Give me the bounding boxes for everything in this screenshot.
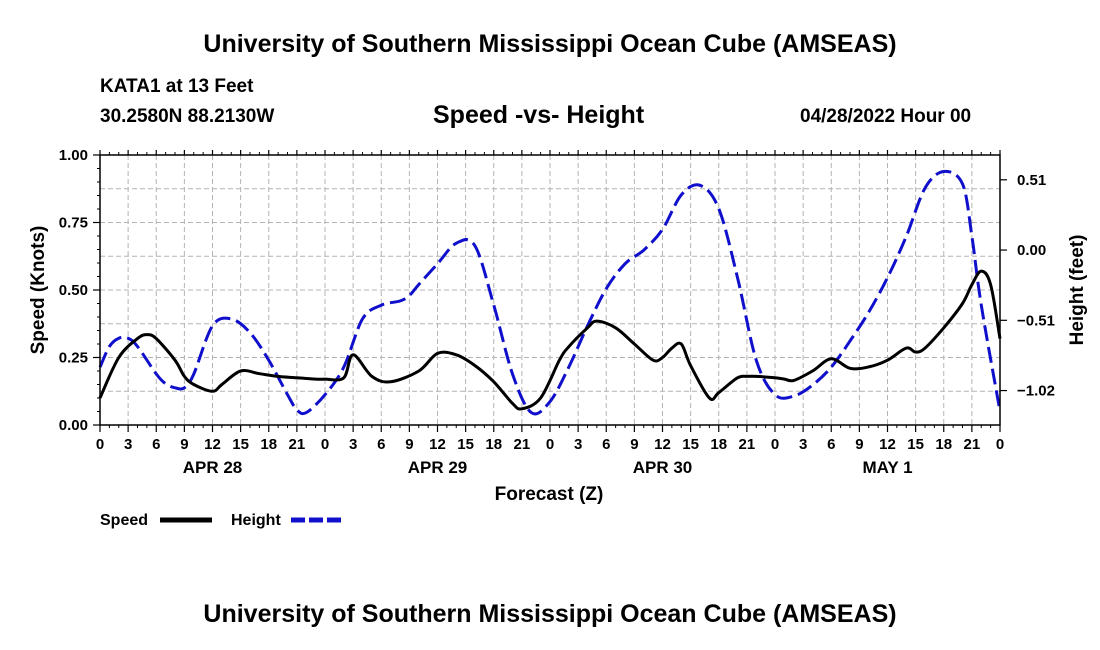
x-axis-label: Forecast (Z) xyxy=(495,484,604,505)
chart-bottom-title: University of Southern Mississippi Ocean… xyxy=(203,600,897,628)
y-axis-label-left: Speed (Knots) xyxy=(28,226,49,355)
x-tick-label: 18 xyxy=(260,436,277,453)
x-tick-label: 15 xyxy=(457,436,474,453)
x-tick-label: 12 xyxy=(654,436,671,453)
x-tick-label: 3 xyxy=(124,436,132,453)
day-label: APR 30 xyxy=(633,458,693,477)
x-tick-label: 9 xyxy=(405,436,413,453)
x-tick-label: 3 xyxy=(349,436,357,453)
y-tick-label-left: 0.50 xyxy=(59,282,88,299)
grid xyxy=(100,155,1000,425)
x-tick-label: 15 xyxy=(907,436,924,453)
day-label: MAY 1 xyxy=(862,458,912,477)
speed-height-chart: 0 3 6 9 12 15 18 21 0 3 6 9 12 15 18 21 0 3 6 9 12 15 18 21 0 3 6 9… xyxy=(28,147,1088,529)
x-tick-label: 0 xyxy=(996,436,1004,453)
x-tick-label: 0 xyxy=(771,436,779,453)
series-line-height xyxy=(98,169,1002,416)
x-tick-label: 18 xyxy=(935,436,952,453)
x-tick-label: 0 xyxy=(96,436,104,453)
legend-label-height: Height xyxy=(231,512,281,529)
station-name: KATA1 at 13 Feet xyxy=(100,76,254,97)
x-tick-label: 0 xyxy=(321,436,329,453)
day-label: APR 28 xyxy=(183,458,243,477)
series-line-speed xyxy=(98,269,1002,411)
forecast-time: 04/28/2022 Hour 00 xyxy=(800,106,972,127)
y-tick-label-right: 0.51 xyxy=(1017,172,1046,189)
x-tick-label: 12 xyxy=(879,436,896,453)
x-tick-label: 6 xyxy=(377,436,385,453)
x-tick-label: 3 xyxy=(799,436,807,453)
station-coordinates: 30.2580N 88.2130W xyxy=(100,106,275,127)
x-tick-label: 6 xyxy=(602,436,610,453)
x-tick-label: 15 xyxy=(232,436,249,453)
x-tick-label: 9 xyxy=(855,436,863,453)
legend-label-speed: Speed xyxy=(100,512,148,529)
x-tick-label: 21 xyxy=(739,436,756,453)
y-tick-label-right: 0.00 xyxy=(1017,242,1046,259)
y-tick-label-left: 0.25 xyxy=(59,350,88,367)
x-tick-label: 12 xyxy=(204,436,221,453)
x-tick-label: 3 xyxy=(574,436,582,453)
x-tick-label: 6 xyxy=(152,436,160,453)
y-tick-label-left: 0.00 xyxy=(59,417,88,434)
day-label: APR 29 xyxy=(408,458,468,477)
x-tick-label: 15 xyxy=(682,436,699,453)
x-tick-label: 18 xyxy=(710,436,727,453)
y-axis-label-right: Height (feet) xyxy=(1067,235,1088,346)
x-tick-label: 0 xyxy=(546,436,554,453)
x-tick-label: 21 xyxy=(514,436,531,453)
y-tick-label-right: −0.51 xyxy=(1017,312,1055,329)
y-tick-label-right: −1.02 xyxy=(1017,383,1055,400)
x-tick-label: 12 xyxy=(429,436,446,453)
plot-series xyxy=(98,169,1002,416)
axes: 0 3 6 9 12 15 18 21 0 3 6 9 12 15 18 21 0 3 6 9 12 15 18 21 0 3 6 9… xyxy=(59,147,1055,477)
legend: Speed Height xyxy=(100,512,343,529)
x-tick-label: 6 xyxy=(827,436,835,453)
x-tick-label: 18 xyxy=(485,436,502,453)
y-tick-label-left: 0.75 xyxy=(59,215,88,232)
x-tick-label: 9 xyxy=(180,436,188,453)
x-tick-label: 9 xyxy=(630,436,638,453)
x-tick-label: 21 xyxy=(289,436,306,453)
x-tick-label: 21 xyxy=(964,436,981,453)
y-tick-label-left: 1.00 xyxy=(59,147,88,164)
chart-subtitle: Speed -vs- Height xyxy=(433,101,645,129)
chart-top-title: University of Southern Mississippi Ocean… xyxy=(203,30,897,58)
